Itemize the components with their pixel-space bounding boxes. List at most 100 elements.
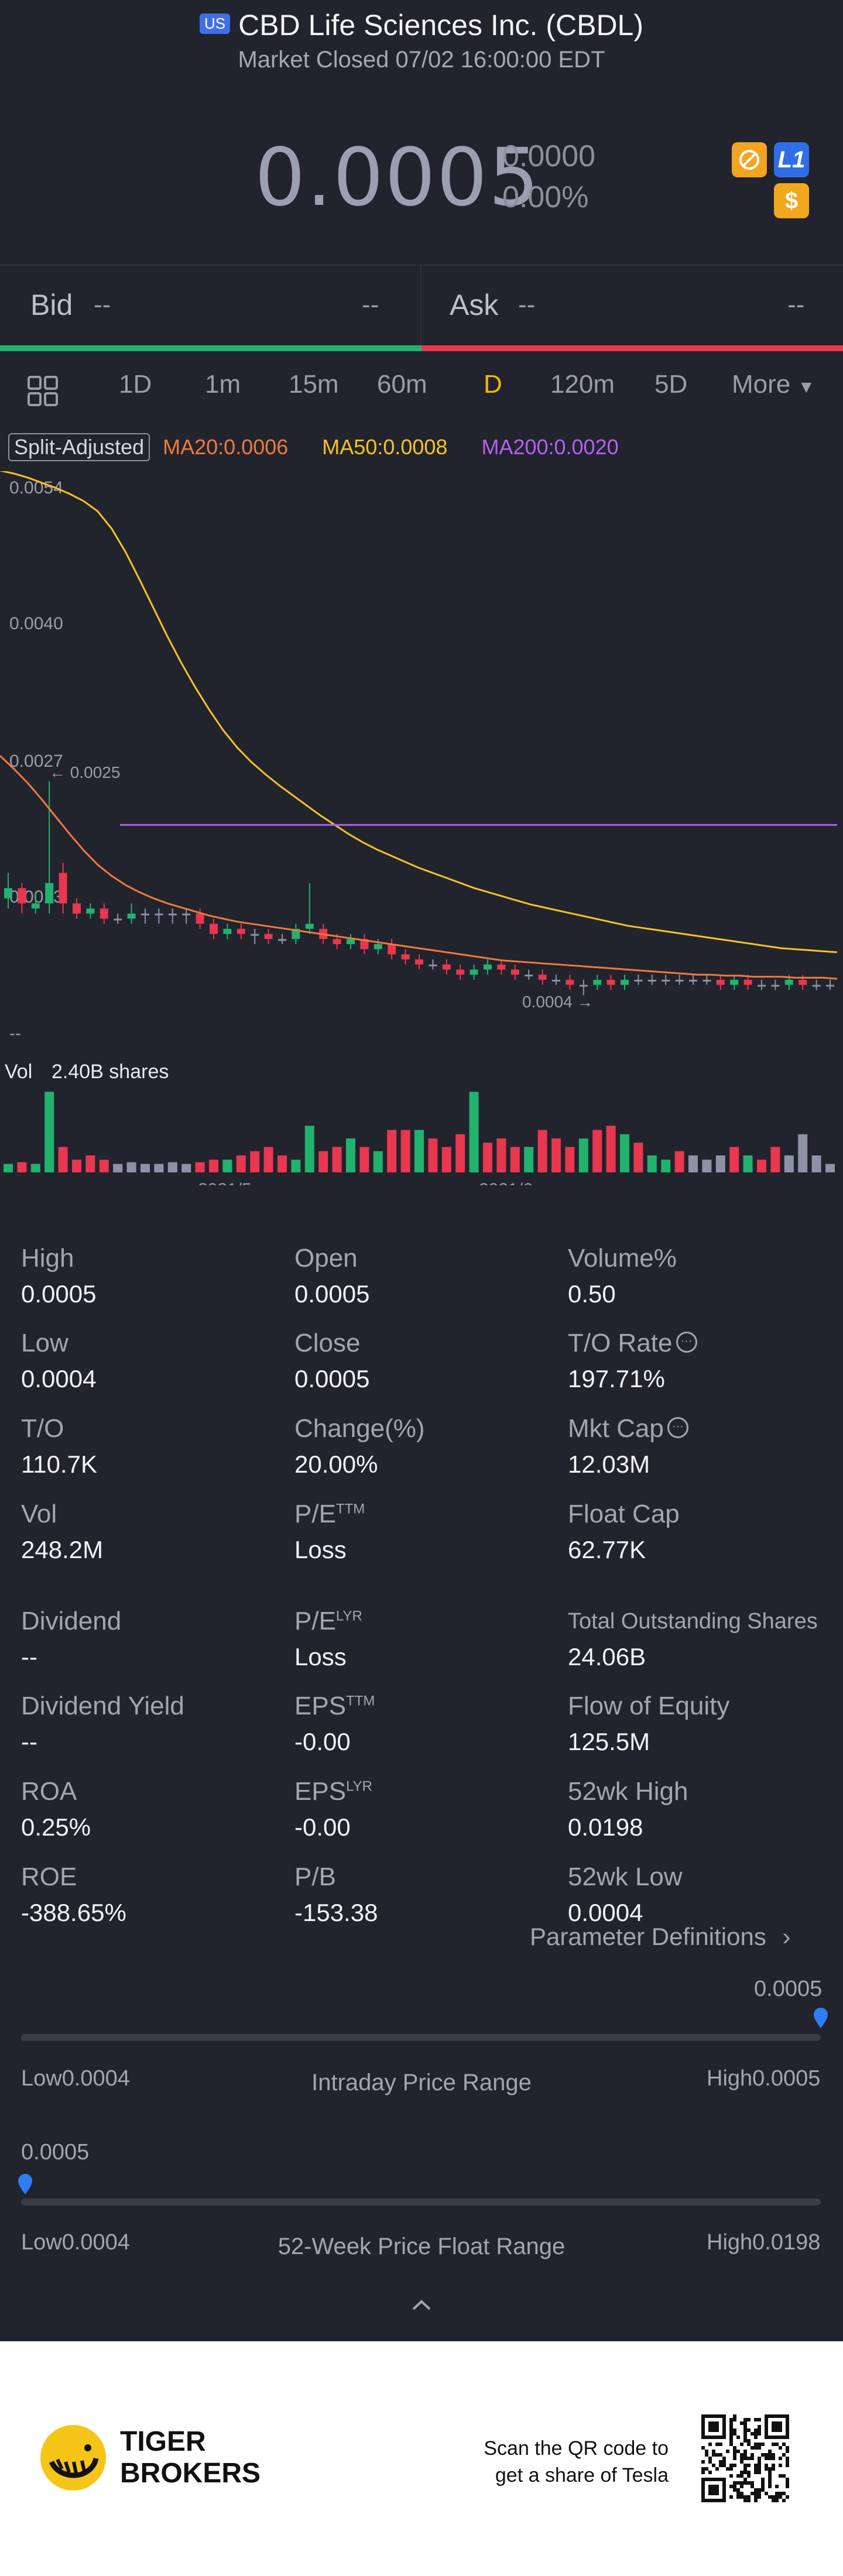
stat-value: 248.2M <box>21 1536 104 1563</box>
price-change: 0.0000 0.00% <box>502 136 595 218</box>
candle-body <box>347 939 355 944</box>
candle-body <box>510 969 519 975</box>
candle-body <box>141 913 149 915</box>
tab-1d[interactable]: 1D <box>119 370 152 399</box>
volume-bar <box>277 1155 287 1172</box>
volume-bar <box>44 1092 54 1172</box>
intraday-low: Low0.0004 <box>21 2066 130 2091</box>
volume-bar <box>400 1130 410 1172</box>
volume-bar <box>359 1147 369 1172</box>
stat-label-text: Total Outstanding Shares <box>568 1609 818 1634</box>
layout-grid-icon[interactable] <box>26 375 59 407</box>
stat-label[interactable]: T/O Rate ··· <box>568 1329 697 1358</box>
tab-more-label: More <box>732 370 791 399</box>
candle-body <box>114 918 122 921</box>
candle-body <box>278 939 286 941</box>
stat-label-text: Flow of Equity <box>568 1692 730 1720</box>
no-short-icon[interactable] <box>732 142 767 177</box>
stat-value: 0.0004 <box>568 1899 643 1926</box>
parameter-definitions-link[interactable]: Parameter Definitions › <box>530 1923 791 1951</box>
stat-value: 0.25% <box>21 1813 91 1841</box>
candle-body <box>373 944 382 949</box>
tab-d[interactable]: D <box>484 370 502 399</box>
page-title: US CBD Life Sciences Inc. (CBDL) <box>0 8 843 42</box>
stat-label: 52wk High <box>568 1777 688 1806</box>
candle-body <box>784 979 793 985</box>
volume-bar <box>113 1164 123 1172</box>
volume-bar <box>154 1164 164 1172</box>
stat-label-text: Mkt Cap <box>568 1414 664 1443</box>
stat-value: 24.06B <box>568 1643 646 1671</box>
ask-price: -- <box>518 290 536 319</box>
stat-label-text: Vol <box>21 1500 57 1528</box>
stat-label-text: Dividend <box>21 1607 122 1635</box>
footer-banner: TIGER BROKERS Scan the QR code to get a … <box>0 2341 843 2576</box>
info-icon[interactable]: ··· <box>676 1332 697 1353</box>
candle-body <box>196 913 204 924</box>
candle-body <box>442 964 451 970</box>
volume-bar <box>592 1130 602 1172</box>
tab-60m[interactable]: 60m <box>377 370 427 399</box>
tab-1m[interactable]: 1m <box>205 370 241 399</box>
tab-15m[interactable]: 15m <box>289 370 339 399</box>
stat-value: 125.5M <box>568 1728 650 1755</box>
candle-body <box>237 928 245 934</box>
volume-bar <box>770 1147 780 1172</box>
candle-body <box>127 913 136 919</box>
intraday-marker-icon <box>814 2008 828 2028</box>
volume-bar <box>167 1162 177 1172</box>
volume-bar <box>195 1162 205 1172</box>
candle-body <box>716 979 725 985</box>
price-chart[interactable]: 0.0054 0.0040 0.0027 0.0013 ← 0.0025 0.0… <box>0 471 843 1185</box>
candle-body <box>182 913 191 915</box>
candle-body <box>45 883 54 904</box>
collapse-chevron-up-icon[interactable] <box>410 2297 433 2313</box>
volume-bar <box>263 1147 273 1172</box>
scan-line2: get a share of Tesla <box>495 2464 669 2486</box>
volume-bar <box>387 1130 397 1172</box>
level1-badge[interactable]: L1 <box>774 142 809 177</box>
stat-value: -0.00 <box>294 1813 351 1841</box>
candle-body <box>758 985 766 987</box>
candle-body <box>579 985 588 987</box>
last-price: 0.0005 <box>255 132 540 224</box>
stat-label-text: High <box>21 1244 74 1272</box>
stat-value: 12.03M <box>568 1450 650 1478</box>
info-icon[interactable]: ··· <box>667 1417 688 1439</box>
stat-label-text: Close <box>294 1329 361 1357</box>
stat-value: Loss <box>294 1536 347 1563</box>
volume-bar <box>99 1160 109 1172</box>
tab-120m[interactable]: 120m <box>550 370 615 399</box>
candle-body <box>730 979 739 985</box>
market-badge: US <box>199 13 231 35</box>
intraday-high: High0.0005 <box>707 2066 821 2091</box>
candle-body <box>388 944 396 955</box>
stat-value: 0.50 <box>568 1280 616 1308</box>
volume-bar <box>743 1155 753 1172</box>
volume-bar <box>291 1160 301 1172</box>
tab-5d[interactable]: 5D <box>654 370 688 399</box>
stat-label: Volume% <box>568 1244 677 1273</box>
volume-bar <box>483 1143 492 1172</box>
indicator-row: Split-Adjusted MA20:0.0006 MA50:0.0008 MA20… <box>8 433 619 461</box>
candle-body <box>552 979 560 982</box>
stat-label: High <box>21 1244 74 1273</box>
qr-code-icon[interactable] <box>701 2414 789 2502</box>
stat-label-text: T/O Rate <box>568 1329 673 1357</box>
dollar-badge[interactable]: $ <box>774 183 809 218</box>
volume-bar <box>620 1134 629 1172</box>
scan-line1: Scan the QR code to <box>484 2437 669 2460</box>
stat-value: 0.0198 <box>568 1813 643 1841</box>
stat-value: 110.7K <box>21 1450 97 1478</box>
stat-label: P/ETTM <box>294 1500 365 1529</box>
volume-bar <box>606 1126 616 1172</box>
stat-label[interactable]: Mkt Cap ··· <box>568 1414 688 1443</box>
volume-bar <box>304 1126 314 1172</box>
tab-more[interactable]: More ▼ <box>732 370 815 399</box>
stat-label-text: Volume% <box>568 1244 677 1272</box>
candle-body <box>305 924 314 929</box>
split-adjusted-toggle[interactable]: Split-Adjusted <box>8 433 150 461</box>
stat-value: 20.00% <box>294 1450 378 1478</box>
stat-value: -388.65% <box>21 1899 126 1926</box>
bid-price: -- <box>94 290 111 319</box>
